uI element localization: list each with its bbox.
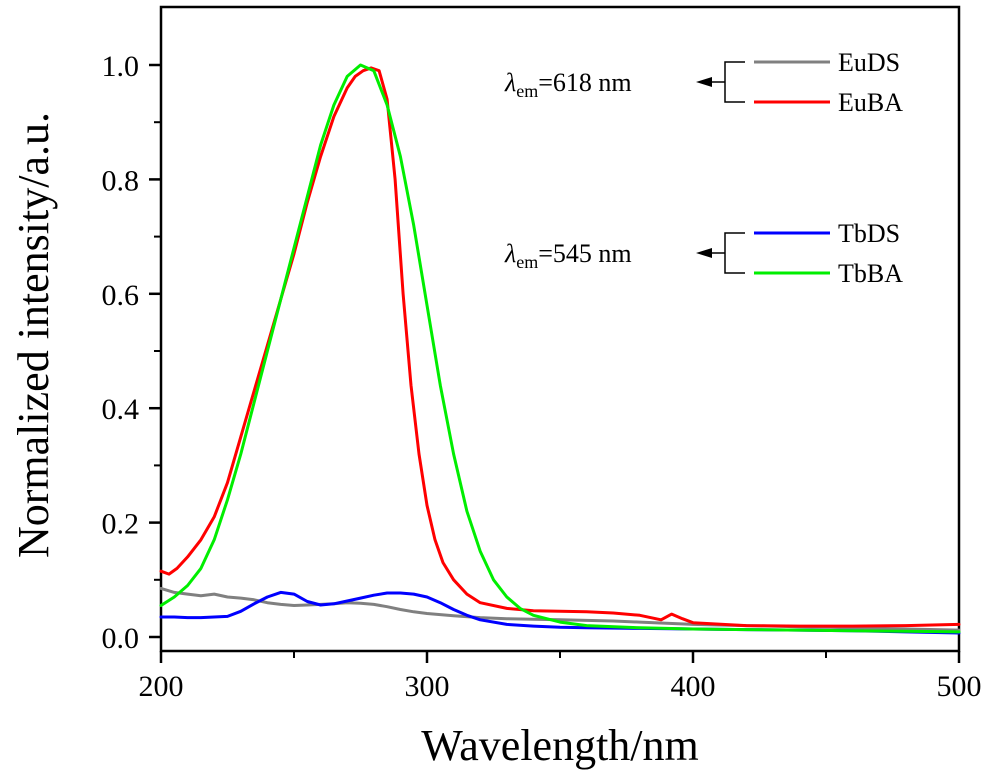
emission-annotation: λem=618 nm: [504, 68, 632, 101]
y-tick-label: 0.4: [102, 393, 140, 426]
y-tick-label: 0.6: [102, 279, 140, 312]
legend-label-euba: EuBA: [838, 88, 903, 117]
legend-bracket: [724, 61, 745, 103]
arrow-head-icon: [696, 248, 712, 258]
legend-label-tbba: TbBA: [838, 259, 903, 288]
y-tick-label: 1.0: [102, 50, 140, 83]
y-axis: 0.0 0.2 0.4 0.6 0.8 1.0: [102, 50, 161, 655]
legend-label-tbds: TbDS: [838, 219, 900, 248]
emission-annotation: λem=545 nm: [504, 239, 632, 272]
x-axis-title: Wavelength/nm: [421, 721, 699, 770]
legend-bracket: [724, 232, 745, 274]
legend-group: λem=618 nm EuDS EuBA: [504, 48, 903, 117]
legend-group: λem=545 nm TbDS TbBA: [504, 219, 903, 288]
x-tick-label: 500: [937, 670, 982, 703]
x-tick-label: 200: [139, 670, 184, 703]
legend: λem=618 nm EuDS EuBA λem=545 nm TbDS TbBA: [504, 48, 903, 288]
x-tick-label: 400: [671, 670, 716, 703]
legend-label-euds: EuDS: [838, 48, 900, 77]
y-axis-title: Normalized intensity/a.u.: [9, 112, 58, 558]
y-tick-label: 0.0: [102, 622, 140, 655]
series-line-euba: [159, 66, 961, 628]
arrow-head-icon: [696, 77, 712, 87]
y-tick-label: 0.8: [102, 164, 140, 197]
y-tick-label: 0.2: [102, 508, 140, 541]
series-layer: [159, 63, 961, 635]
series-line-tbba: [159, 63, 961, 634]
x-axis: 200 300 400 500: [139, 651, 982, 703]
x-tick-label: 300: [405, 670, 450, 703]
series-line-euds: [159, 586, 961, 632]
